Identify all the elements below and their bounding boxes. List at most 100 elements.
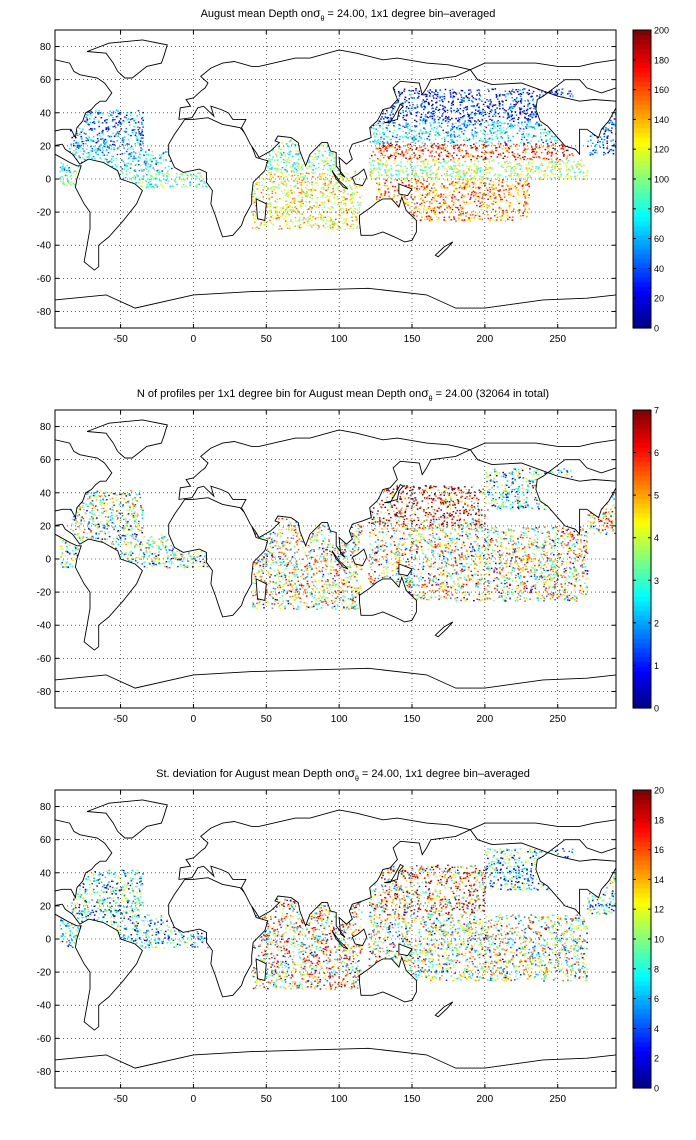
data-cell bbox=[516, 174, 518, 177]
data-cell bbox=[339, 206, 341, 209]
data-cell bbox=[181, 186, 183, 188]
data-cell bbox=[467, 182, 470, 184]
data-cell bbox=[393, 159, 396, 161]
data-cell bbox=[507, 162, 510, 165]
data-cell bbox=[150, 183, 153, 185]
data-cell bbox=[437, 168, 440, 170]
data-cell bbox=[141, 116, 144, 119]
data-cell bbox=[449, 92, 452, 94]
data-cell bbox=[142, 126, 144, 128]
data-cell bbox=[518, 174, 521, 176]
data-cell bbox=[508, 216, 511, 219]
data-cell bbox=[463, 100, 465, 102]
data-cell bbox=[372, 133, 375, 136]
data-cell bbox=[168, 173, 170, 176]
data-cell bbox=[502, 107, 504, 110]
data-cell bbox=[330, 201, 333, 203]
data-cell bbox=[435, 97, 438, 99]
data-cell bbox=[98, 146, 100, 148]
data-cell bbox=[462, 156, 464, 158]
data-cell bbox=[267, 194, 270, 196]
data-cell bbox=[317, 156, 320, 158]
data-cell bbox=[503, 94, 506, 96]
data-cell bbox=[431, 177, 433, 179]
data-cell bbox=[90, 149, 92, 152]
data-cell bbox=[162, 175, 165, 177]
data-cell bbox=[525, 117, 528, 120]
data-cell bbox=[293, 180, 296, 182]
data-cell bbox=[497, 174, 499, 176]
data-cell bbox=[438, 202, 440, 204]
data-cell bbox=[412, 140, 415, 142]
data-cell bbox=[99, 149, 101, 151]
data-cell bbox=[356, 226, 359, 228]
data-cell bbox=[507, 108, 510, 111]
data-cell bbox=[325, 189, 328, 191]
data-cell bbox=[150, 186, 152, 188]
data-cell bbox=[428, 167, 430, 169]
data-cell bbox=[106, 146, 109, 148]
data-cell bbox=[88, 111, 90, 113]
data-cell bbox=[339, 220, 341, 223]
data-cell bbox=[590, 139, 592, 141]
data-cell bbox=[286, 227, 289, 229]
data-cell bbox=[525, 113, 527, 115]
data-cell bbox=[515, 180, 517, 183]
data-cell bbox=[275, 211, 278, 214]
data-cell bbox=[326, 159, 329, 161]
data-cell bbox=[288, 151, 291, 154]
data-cell bbox=[289, 140, 291, 143]
data-cell bbox=[286, 179, 289, 181]
data-cell bbox=[481, 184, 483, 187]
data-cell bbox=[309, 165, 311, 167]
data-cell bbox=[108, 147, 110, 149]
data-cell bbox=[527, 121, 529, 123]
data-cell bbox=[493, 104, 495, 106]
data-cell bbox=[414, 153, 417, 156]
data-cell bbox=[290, 219, 292, 221]
data-cell bbox=[394, 102, 396, 104]
data-cell bbox=[451, 139, 453, 141]
data-cell bbox=[279, 152, 282, 154]
data-cell bbox=[437, 132, 439, 134]
data-cell bbox=[59, 166, 62, 169]
data-cell bbox=[59, 179, 62, 181]
data-cell bbox=[307, 222, 309, 224]
data-cell bbox=[611, 115, 613, 117]
data-cell bbox=[279, 207, 282, 209]
data-cell bbox=[401, 136, 404, 138]
data-cell bbox=[125, 131, 127, 133]
data-cell bbox=[158, 154, 161, 156]
data-cell bbox=[312, 224, 315, 226]
data-cell bbox=[267, 187, 269, 189]
data-cell bbox=[89, 121, 92, 124]
data-cell bbox=[144, 151, 147, 153]
data-cell bbox=[476, 94, 478, 96]
data-cell bbox=[404, 203, 407, 205]
data-cell bbox=[390, 118, 393, 120]
data-cell bbox=[75, 152, 77, 154]
data-cell bbox=[515, 114, 518, 116]
data-cell bbox=[98, 125, 100, 128]
data-cell bbox=[586, 172, 588, 174]
data-cell bbox=[304, 181, 307, 183]
data-cell bbox=[335, 218, 337, 220]
data-cell bbox=[509, 202, 511, 204]
data-cell bbox=[474, 114, 476, 116]
data-cell bbox=[566, 155, 569, 157]
data-cell bbox=[476, 195, 478, 198]
data-cell bbox=[395, 169, 397, 172]
data-cell bbox=[438, 108, 441, 111]
data-cell bbox=[447, 160, 450, 162]
data-cell bbox=[401, 153, 404, 155]
data-cell bbox=[321, 143, 324, 146]
data-cell bbox=[312, 158, 315, 160]
data-cell bbox=[445, 131, 447, 134]
data-cell bbox=[260, 191, 263, 194]
data-cell bbox=[340, 190, 342, 193]
data-cell bbox=[474, 159, 476, 161]
data-cell bbox=[122, 137, 124, 139]
data-cell bbox=[297, 150, 299, 152]
data-cell bbox=[291, 144, 293, 146]
data-cell bbox=[254, 215, 257, 217]
